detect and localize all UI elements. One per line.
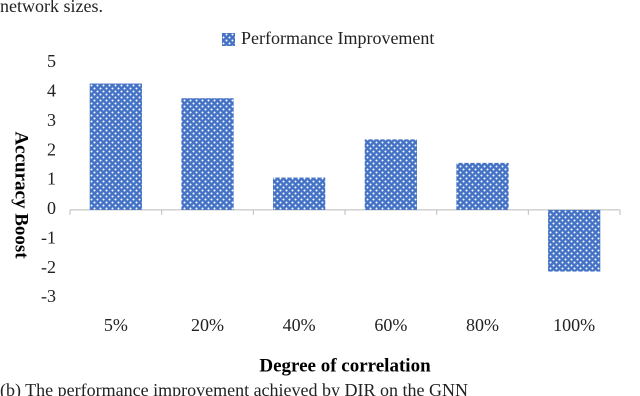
y-tick-label: -2: [41, 257, 56, 277]
bar: [89, 83, 142, 210]
legend-swatch: [222, 33, 235, 46]
bar: [181, 98, 234, 210]
y-axis-label: Accuracy Boost: [11, 131, 32, 259]
x-tick-label: 60%: [374, 315, 407, 335]
caption: (b) The performance improvement achieved…: [0, 380, 468, 396]
y-tick-label: 5: [47, 51, 56, 71]
y-tick-label: 3: [47, 110, 56, 130]
x-tick-label: 40%: [283, 315, 316, 335]
y-tick-label: -1: [41, 227, 56, 247]
x-tick-label: 100%: [553, 315, 595, 335]
y-tick-label: 4: [47, 81, 56, 101]
header-text: network sizes.: [0, 0, 103, 16]
y-tick-label: 1: [47, 169, 56, 189]
legend-label: Performance Improvement: [241, 28, 434, 48]
bar: [364, 139, 417, 210]
y-tick-label: 2: [47, 139, 56, 159]
bar: [273, 177, 326, 210]
bar: [456, 162, 509, 210]
x-axis-label: Degree of correlation: [259, 355, 431, 376]
y-tick-label: -3: [41, 286, 56, 306]
x-tick-label: 5%: [104, 315, 128, 335]
y-tick-label: 0: [47, 198, 56, 218]
x-tick-label: 20%: [191, 315, 224, 335]
bar: [548, 209, 601, 272]
x-tick-label: 80%: [466, 315, 499, 335]
